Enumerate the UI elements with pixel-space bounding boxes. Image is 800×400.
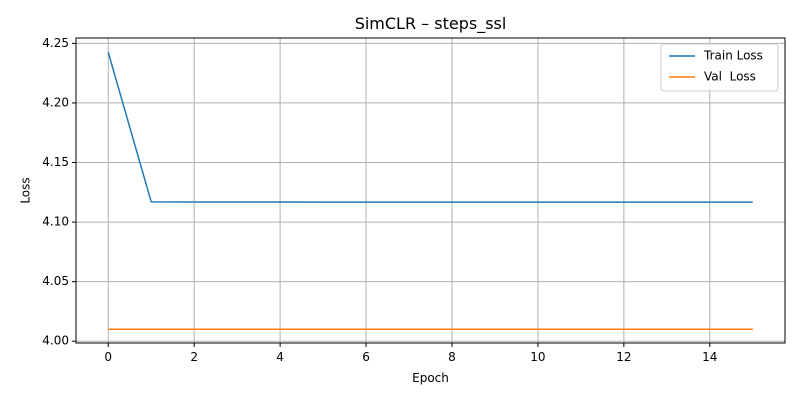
x-tick-label: 4 <box>276 350 284 364</box>
y-tick-label: 4.05 <box>42 274 69 288</box>
axis-ticks: 0 2 4 6 8 10 12 14 4.00 4.05 4.10 4.15 4.20 4.25 <box>42 36 717 364</box>
legend-label-2: Val Loss <box>704 70 756 84</box>
series-lines <box>107 52 753 331</box>
y-tick-label: 4.15 <box>42 155 69 169</box>
y-tick-label: 4.10 <box>42 215 69 229</box>
legend: Train Loss Val Loss <box>660 43 779 92</box>
x-tick-label: 6 <box>362 350 370 364</box>
x-axis-label: Epoch <box>412 371 449 385</box>
y-tick-label: 4.20 <box>42 95 69 109</box>
y-axis-label: Loss <box>19 177 33 203</box>
plot-frame <box>75 37 786 344</box>
series-line-1 <box>107 52 753 203</box>
legend-label-1: Train Loss <box>703 49 763 63</box>
y-tick-label: 4.00 <box>42 334 69 348</box>
chart-title: SimCLR – steps_ssl <box>355 14 507 34</box>
x-tick-label: 14 <box>702 350 717 364</box>
x-tick-label: 8 <box>448 350 456 364</box>
x-tick-label: 10 <box>530 350 545 364</box>
x-tick-label: 0 <box>104 350 112 364</box>
x-tick-label: 2 <box>190 350 198 364</box>
x-tick-label: 12 <box>616 350 631 364</box>
y-tick-label: 4.25 <box>42 36 69 50</box>
